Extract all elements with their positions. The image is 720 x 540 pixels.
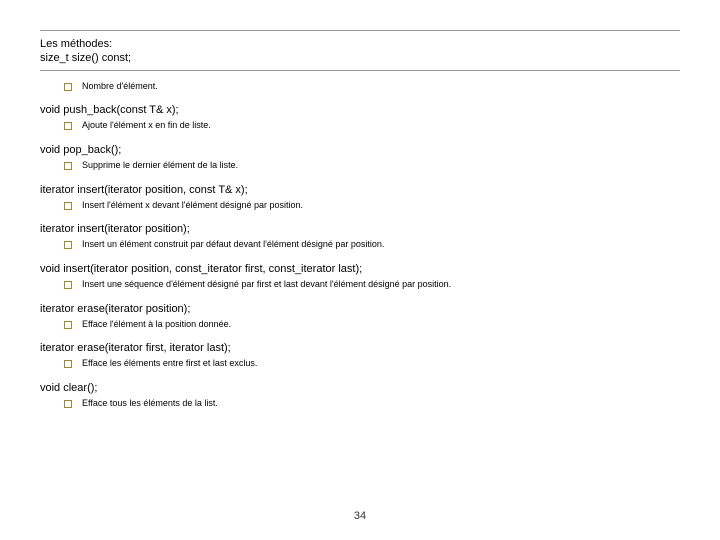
bullet-item: Insert une séquence d'élément désigné pa…	[64, 279, 680, 291]
bullet-text: Supprime le dernier élément de la liste.	[82, 160, 238, 172]
bullet-item: Nombre d'élément.	[64, 81, 680, 93]
bullet-marker-icon	[64, 400, 72, 408]
page-number: 34	[0, 510, 720, 522]
bullet-text: Efface les éléments entre first et last …	[82, 358, 257, 370]
bullet-text: Insert un élément construit par défaut d…	[82, 239, 384, 251]
bullet-item: Ajoute l'élément x en fin de liste.	[64, 120, 680, 132]
bullet-marker-icon	[64, 83, 72, 91]
method-signature: iterator erase(iterator first, iterator …	[40, 342, 680, 354]
method-signature: void push_back(const T& x);	[40, 104, 680, 116]
bullet-text: Nombre d'élément.	[82, 81, 158, 93]
bullet-item: Efface tous les éléments de la list.	[64, 398, 680, 410]
title-bar: Les méthodes: size_t size() const;	[40, 30, 680, 71]
method-signature: iterator erase(iterator position);	[40, 303, 680, 315]
bullet-marker-icon	[64, 281, 72, 289]
bullet-item: Efface les éléments entre first et last …	[64, 358, 680, 370]
method-signature: iterator insert(iterator position, const…	[40, 184, 680, 196]
bullet-marker-icon	[64, 202, 72, 210]
bullet-item: Insert l'élément x devant l'élément dési…	[64, 200, 680, 212]
bullet-marker-icon	[64, 162, 72, 170]
bullet-text: Efface tous les éléments de la list.	[82, 398, 218, 410]
bullet-text: Insert l'élément x devant l'élément dési…	[82, 200, 303, 212]
method-signature: void insert(iterator position, const_ite…	[40, 263, 680, 275]
bullet-item: Insert un élément construit par défaut d…	[64, 239, 680, 251]
bullet-text: Ajoute l'élément x en fin de liste.	[82, 120, 211, 132]
title-line-1: Les méthodes:	[40, 37, 680, 51]
method-signature: void pop_back();	[40, 144, 680, 156]
slide-content: Les méthodes: size_t size() const; Nombr…	[0, 0, 720, 540]
bullet-item: Supprime le dernier élément de la liste.	[64, 160, 680, 172]
bullet-marker-icon	[64, 241, 72, 249]
method-signature: void clear();	[40, 382, 680, 394]
bullet-marker-icon	[64, 122, 72, 130]
title-line-2: size_t size() const;	[40, 51, 680, 65]
method-signature: iterator insert(iterator position);	[40, 223, 680, 235]
bullet-item: Efface l'élément à la position donnée.	[64, 319, 680, 331]
bullet-marker-icon	[64, 360, 72, 368]
bullet-marker-icon	[64, 321, 72, 329]
bullet-text: Insert une séquence d'élément désigné pa…	[82, 279, 451, 291]
bullet-text: Efface l'élément à la position donnée.	[82, 319, 231, 331]
